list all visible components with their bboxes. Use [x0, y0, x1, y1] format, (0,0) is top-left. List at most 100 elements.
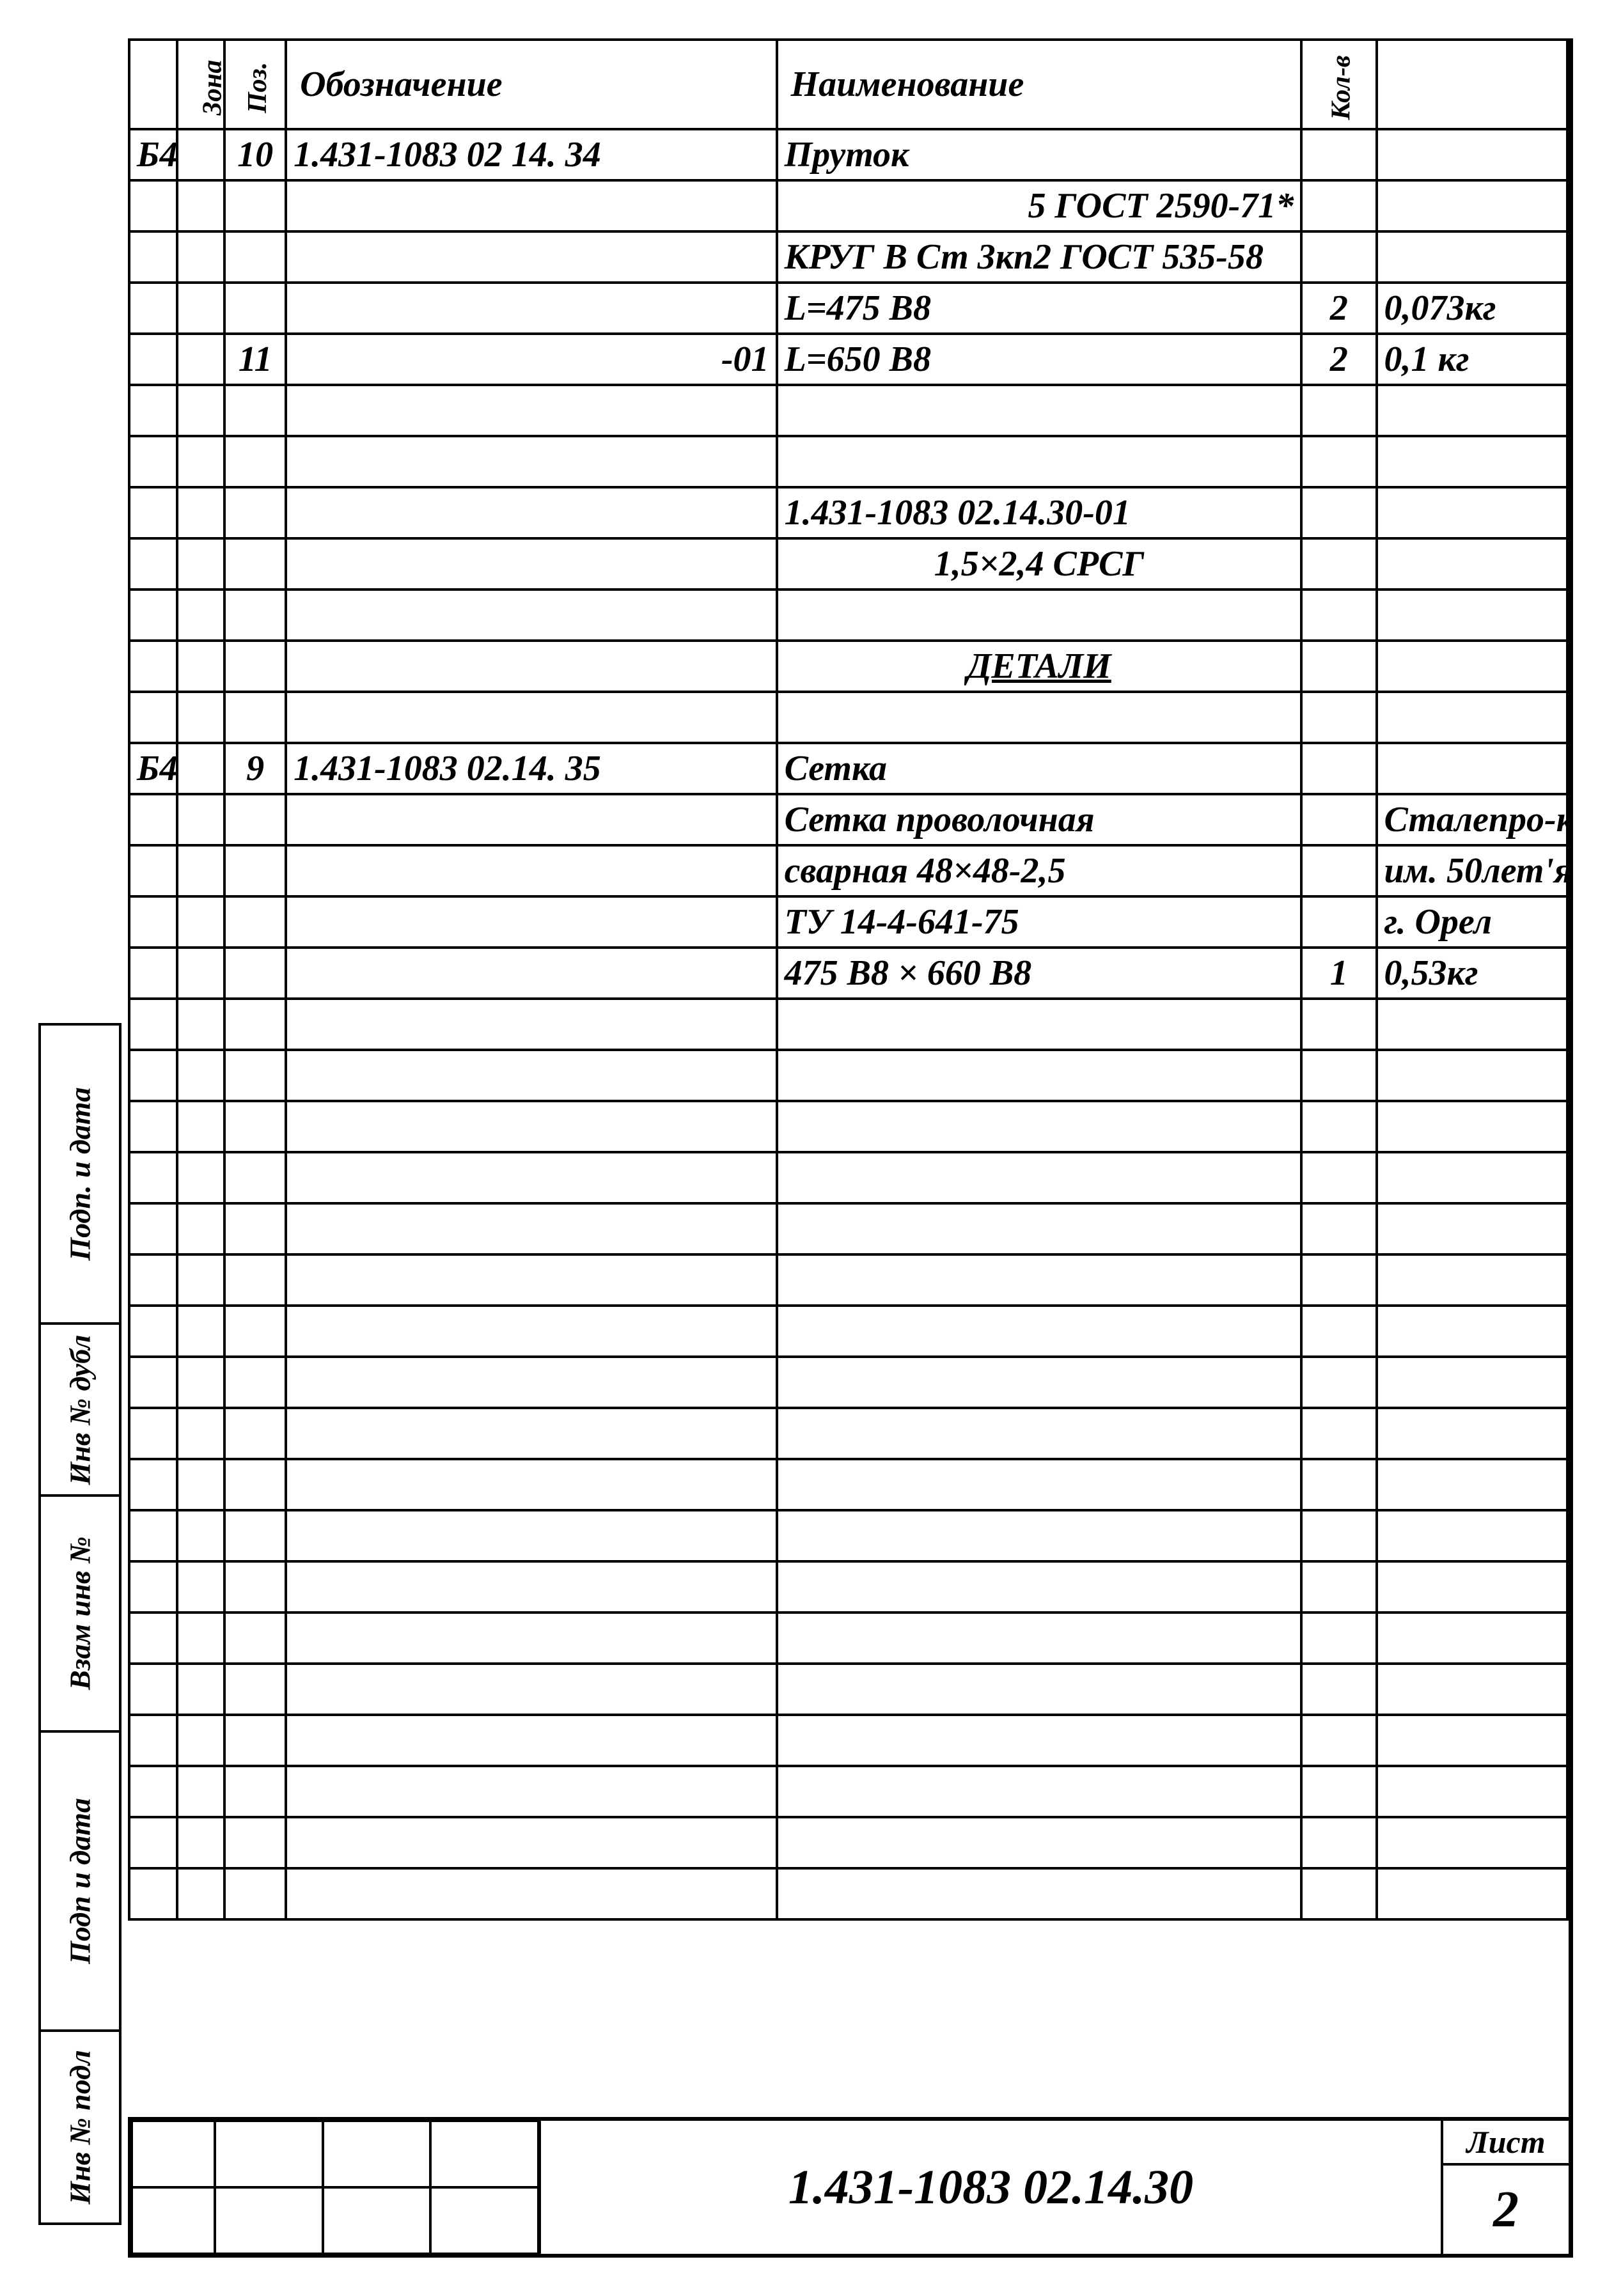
cell-oboz	[286, 1152, 776, 1203]
cell-kol	[1301, 1766, 1376, 1817]
cell-naim: 5 ГОСТ 2590-71*	[777, 180, 1302, 231]
cell-prim: г. Орел	[1377, 896, 1567, 948]
cell-zona	[177, 948, 225, 999]
cell-naim	[777, 1357, 1302, 1408]
cell-oboz	[286, 1868, 776, 1919]
title-block-revgrid	[132, 2121, 541, 2254]
cell-zona	[177, 1613, 225, 1664]
cell-zona	[177, 1408, 225, 1459]
cell-naim	[777, 1817, 1302, 1868]
cell-oboz	[286, 180, 776, 231]
cell-oboz	[286, 641, 776, 692]
cell-oboz	[286, 1664, 776, 1715]
cell-poz	[224, 1101, 286, 1152]
cell-format	[129, 538, 177, 590]
cell-poz	[224, 896, 286, 948]
cell-oboz: -01	[286, 334, 776, 385]
cell-poz	[224, 948, 286, 999]
cell-naim	[777, 436, 1302, 487]
table-row	[129, 1459, 1567, 1510]
spec-frame: Формат Зона Поз. Обозначение Наименовани…	[128, 38, 1573, 2225]
cell-oboz: 1.431-1083 02 14. 34	[286, 129, 776, 180]
cell-oboz	[286, 538, 776, 590]
sheet-number: 2	[1443, 2166, 1569, 2254]
cell-naim: КРУГ В Ст 3кп2 ГОСТ 535-58	[777, 231, 1302, 283]
cell-zona	[177, 1817, 225, 1868]
cell-zona	[177, 641, 225, 692]
cell-poz	[224, 1561, 286, 1613]
cell-prim	[1377, 1306, 1567, 1357]
cell-poz	[224, 1766, 286, 1817]
cell-format	[129, 1613, 177, 1664]
cell-kol	[1301, 845, 1376, 896]
cell-format	[129, 641, 177, 692]
cell-naim: 1,5×2,4 СРСГ	[777, 538, 1302, 590]
cell-naim	[777, 1766, 1302, 1817]
cell-oboz	[286, 794, 776, 845]
cell-zona	[177, 1050, 225, 1101]
cell-format	[129, 334, 177, 385]
cell-format	[129, 1459, 177, 1510]
cell-prim: Сталепро-катный з-д	[1377, 794, 1567, 845]
table-row: ТУ 14-4-641-75 г. Орел	[129, 896, 1567, 948]
cell-prim	[1377, 1101, 1567, 1152]
cell-format	[129, 896, 177, 948]
cell-prim	[1377, 436, 1567, 487]
cell-poz	[224, 999, 286, 1050]
cell-zona	[177, 999, 225, 1050]
hdr-kol: Кол-в	[1301, 40, 1376, 129]
cell-prim	[1377, 1766, 1567, 1817]
cell-format	[129, 1101, 177, 1152]
left-sidebar: Подп. и дата Инв № дубл Взам инв № Подп …	[38, 1023, 121, 2225]
table-row	[129, 1613, 1567, 1664]
cell-poz	[224, 1459, 286, 1510]
table-row: Б491.431-1083 02.14. 35Сетка	[129, 743, 1567, 794]
cell-prim: 0,53кг	[1377, 948, 1567, 999]
cell-zona	[177, 1664, 225, 1715]
cell-kol	[1301, 385, 1376, 436]
cell-format	[129, 948, 177, 999]
cell-format	[129, 283, 177, 334]
cell-oboz	[286, 999, 776, 1050]
cell-oboz	[286, 1613, 776, 1664]
cell-naim: Пруток	[777, 129, 1302, 180]
cell-naim: Сетка	[777, 743, 1302, 794]
cell-oboz	[286, 590, 776, 641]
cell-naim	[777, 1101, 1302, 1152]
cell-zona	[177, 1766, 225, 1817]
cell-poz: 9	[224, 743, 286, 794]
cell-oboz	[286, 1408, 776, 1459]
cell-kol	[1301, 1101, 1376, 1152]
cell-zona	[177, 1715, 225, 1766]
cell-poz	[224, 590, 286, 641]
cell-prim	[1377, 1510, 1567, 1561]
cell-zona	[177, 1868, 225, 1919]
table-row	[129, 590, 1567, 641]
cell-oboz	[286, 1459, 776, 1510]
cell-kol	[1301, 1664, 1376, 1715]
table-row: КРУГ В Ст 3кп2 ГОСТ 535-58	[129, 231, 1567, 283]
cell-poz: 11	[224, 334, 286, 385]
sidebar-label: Подп и дата	[63, 1798, 97, 1964]
cell-kol	[1301, 1868, 1376, 1919]
table-row	[129, 1817, 1567, 1868]
cell-naim	[777, 1254, 1302, 1306]
cell-kol	[1301, 590, 1376, 641]
cell-format	[129, 487, 177, 538]
cell-naim	[777, 385, 1302, 436]
cell-format	[129, 1561, 177, 1613]
cell-zona	[177, 743, 225, 794]
cell-prim	[1377, 129, 1567, 180]
cell-naim	[777, 1203, 1302, 1254]
cell-naim	[777, 1613, 1302, 1664]
cell-prim	[1377, 1817, 1567, 1868]
table-row: Сетка проволочнаяСталепро-катный з-д	[129, 794, 1567, 845]
cell-format	[129, 590, 177, 641]
hdr-prim	[1377, 40, 1567, 129]
cell-zona	[177, 1152, 225, 1203]
cell-kol	[1301, 1715, 1376, 1766]
table-row	[129, 1715, 1567, 1766]
cell-naim: ТУ 14-4-641-75	[777, 896, 1302, 948]
cell-oboz	[286, 896, 776, 948]
table-row	[129, 1203, 1567, 1254]
